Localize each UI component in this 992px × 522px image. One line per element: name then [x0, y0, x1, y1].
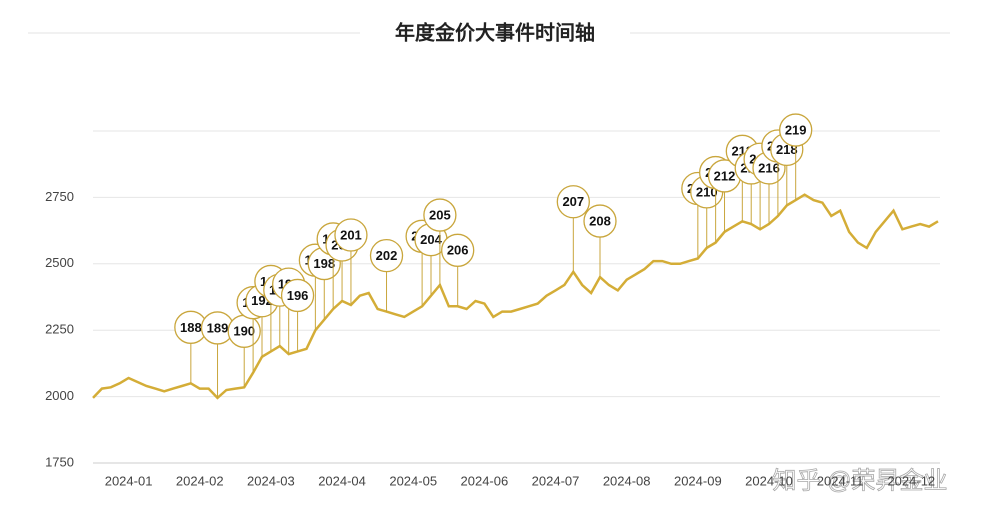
y-tick-label: 1750	[45, 454, 74, 469]
x-tick-label: 2024-01	[105, 473, 153, 488]
event-label: 201	[340, 227, 362, 242]
y-tick-label: 2750	[45, 189, 74, 204]
event-bubble	[423, 198, 457, 232]
chart-title: 年度金价大事件时间轴	[395, 20, 595, 44]
watermark: 知乎 @荣昇金业	[772, 467, 947, 494]
event-marker: 189	[200, 311, 235, 398]
event-label: 202	[376, 248, 398, 263]
event-bubble	[369, 238, 404, 273]
x-tick-label: 2024-10	[745, 473, 793, 488]
event-bubble	[779, 113, 813, 147]
x-tick-label: 2024-04	[318, 473, 366, 488]
event-bubble	[583, 204, 617, 238]
event-marker: 201	[334, 218, 368, 305]
x-tick-label: 2024-03	[247, 473, 295, 488]
event-marker: 205	[423, 198, 457, 286]
x-tick-label: 2024-09	[674, 473, 722, 488]
event-label: 212	[714, 168, 736, 183]
event-label: 198	[313, 256, 335, 271]
event-marker: 208	[583, 204, 617, 278]
y-tick-label: 2500	[45, 255, 74, 270]
event-label: 216	[758, 160, 780, 175]
x-tick-label: 2024-02	[176, 473, 224, 488]
event-marker: 219	[779, 113, 813, 201]
event-label: 189	[207, 320, 229, 335]
event-marker: 207	[556, 185, 590, 272]
event-label: 196	[287, 288, 309, 303]
x-tick-label: 2024-07	[532, 473, 580, 488]
event-marker: 190	[227, 314, 261, 388]
y-tick-label: 2250	[45, 322, 74, 337]
x-tick-label: 2024-12	[887, 473, 935, 488]
event-bubble	[280, 278, 315, 313]
event-marker: 196	[280, 278, 315, 352]
y-tick-label: 2000	[45, 388, 74, 403]
price-line	[92, 193, 939, 400]
x-tick-label: 2024-08	[603, 473, 651, 488]
event-label: 219	[785, 122, 807, 137]
event-marker: 202	[369, 238, 404, 312]
event-bubble	[441, 233, 475, 267]
x-tick-label: 2024-06	[461, 473, 509, 488]
event-label: 207	[562, 194, 584, 209]
event-label: 190	[233, 324, 255, 339]
x-tick-label: 2024-11	[817, 473, 864, 488]
event-label: 206	[447, 243, 469, 258]
event-marker: 204	[414, 223, 448, 296]
event-label: 204	[420, 232, 442, 247]
event-bubble	[556, 185, 590, 219]
event-marker: 206	[441, 233, 475, 307]
event-label: 208	[589, 214, 611, 229]
x-tick-label: 2024-05	[389, 473, 437, 488]
event-bubble	[334, 218, 368, 252]
event-label: 188	[180, 320, 202, 335]
event-label: 205	[429, 207, 451, 222]
